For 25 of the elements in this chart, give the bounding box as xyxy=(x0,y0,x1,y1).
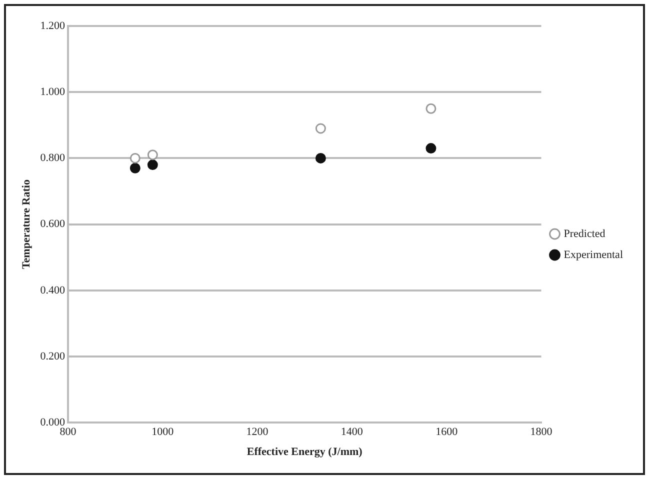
point xyxy=(315,152,326,164)
point xyxy=(315,123,326,134)
x-tick-label: 1600 xyxy=(436,426,458,438)
point xyxy=(130,162,140,174)
y-tick-label: 0.800 xyxy=(40,152,66,164)
y-tick-label: 1.200 xyxy=(40,20,66,32)
x-axis-title: Effective Energy (J/mm) xyxy=(246,446,363,458)
x-tick-label: 1400 xyxy=(340,426,364,438)
y-tick-label: 0.000 xyxy=(40,416,66,428)
y-axis-title: Temperature Ratio xyxy=(20,179,32,270)
y-tick-label: 0.400 xyxy=(40,284,66,296)
y-tick-label: 0.200 xyxy=(40,350,66,362)
x-tick-label: 1000 xyxy=(152,426,174,438)
x-tick-label: 1200 xyxy=(246,426,269,438)
point xyxy=(147,160,158,170)
legend-label: Experimental xyxy=(564,248,624,261)
x-tick-label: 1800 xyxy=(530,426,553,438)
y-tick-label: 0.600 xyxy=(40,218,66,230)
point xyxy=(130,152,140,164)
point xyxy=(426,143,436,154)
y-tick-label: 1.000 xyxy=(40,86,66,98)
point xyxy=(426,103,436,114)
x-tick-label: 800 xyxy=(60,426,77,438)
point xyxy=(147,150,158,160)
legend-label: Predicted xyxy=(564,228,606,240)
